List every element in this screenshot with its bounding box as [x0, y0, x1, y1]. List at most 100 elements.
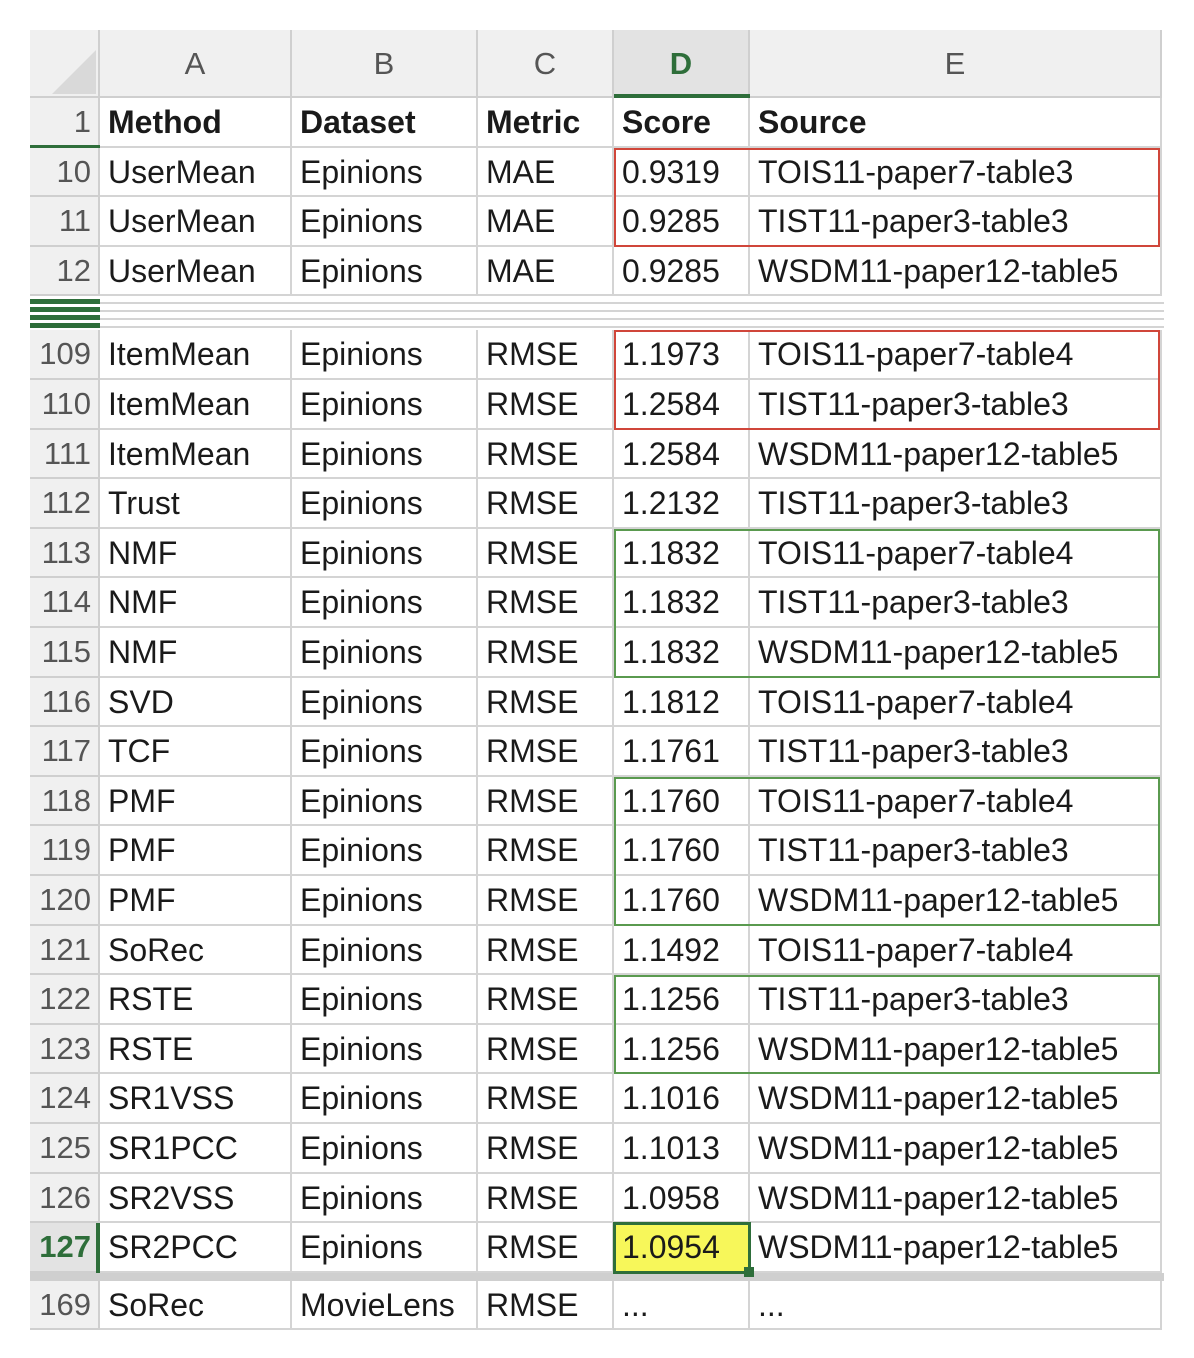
row-header-112[interactable]: 112	[30, 479, 100, 529]
cell-d11[interactable]: 0.9285	[614, 197, 750, 247]
cell-a117[interactable]: TCF	[100, 727, 292, 777]
header-cell-d[interactable]: Score	[614, 98, 750, 148]
cell-a113[interactable]: NMF	[100, 528, 292, 579]
cell-d10[interactable]: 0.9319	[614, 147, 750, 198]
cell-d111[interactable]: 1.2584	[614, 429, 750, 480]
cell-c118[interactable]: RMSE	[478, 776, 614, 827]
cell-b119[interactable]: Epinions	[292, 826, 478, 876]
cell-e127[interactable]: WSDM11-paper12-table5	[750, 1223, 1162, 1273]
cell-e117[interactable]: TIST11-paper3-table3	[750, 727, 1162, 777]
cell-a124[interactable]: SR1VSS	[100, 1074, 292, 1124]
cell-c169[interactable]: RMSE	[478, 1280, 614, 1331]
cell-d123[interactable]: 1.1256	[614, 1024, 750, 1075]
cell-a125[interactable]: SR1PCC	[100, 1124, 292, 1174]
header-cell-c[interactable]: Metric	[478, 98, 614, 148]
cell-b121[interactable]: Epinions	[292, 925, 478, 976]
column-header-c[interactable]: C	[478, 30, 614, 98]
cell-d121[interactable]: 1.1492	[614, 925, 750, 976]
cell-a127[interactable]: SR2PCC	[100, 1223, 292, 1273]
row-header-115[interactable]: 115	[30, 628, 100, 678]
cell-c126[interactable]: RMSE	[478, 1173, 614, 1224]
column-header-b[interactable]: B	[292, 30, 478, 98]
cell-a11[interactable]: UserMean	[100, 197, 292, 247]
row-header-123[interactable]: 123	[30, 1024, 100, 1075]
cell-d124[interactable]: 1.1016	[614, 1074, 750, 1124]
cell-a110[interactable]: ItemMean	[100, 380, 292, 430]
cell-d113[interactable]: 1.1832	[614, 528, 750, 579]
cell-e116[interactable]: TOIS11-paper7-table4	[750, 677, 1162, 728]
cell-c125[interactable]: RMSE	[478, 1124, 614, 1174]
cell-d117[interactable]: 1.1761	[614, 727, 750, 777]
row-header-114[interactable]: 114	[30, 578, 100, 628]
column-header-a[interactable]: A	[100, 30, 292, 98]
cell-e123[interactable]: WSDM11-paper12-table5	[750, 1024, 1162, 1075]
row-header-11[interactable]: 11	[30, 197, 100, 247]
row-header-169[interactable]: 169	[30, 1280, 100, 1331]
cell-d169[interactable]: ...	[614, 1280, 750, 1331]
cell-d112[interactable]: 1.2132	[614, 479, 750, 529]
cell-b120[interactable]: Epinions	[292, 876, 478, 926]
cell-e169[interactable]: ...	[750, 1280, 1162, 1331]
cell-e120[interactable]: WSDM11-paper12-table5	[750, 876, 1162, 926]
cell-e119[interactable]: TIST11-paper3-table3	[750, 826, 1162, 876]
cell-b12[interactable]: Epinions	[292, 246, 478, 297]
cell-e118[interactable]: TOIS11-paper7-table4	[750, 776, 1162, 827]
cell-a169[interactable]: SoRec	[100, 1280, 292, 1331]
cell-c119[interactable]: RMSE	[478, 826, 614, 876]
row-header-1[interactable]: 1	[30, 98, 100, 148]
cell-c121[interactable]: RMSE	[478, 925, 614, 976]
cell-a121[interactable]: SoRec	[100, 925, 292, 976]
cell-b110[interactable]: Epinions	[292, 380, 478, 430]
cell-b118[interactable]: Epinions	[292, 776, 478, 827]
cell-a120[interactable]: PMF	[100, 876, 292, 926]
row-header-109[interactable]: 109	[30, 330, 100, 380]
cell-d119[interactable]: 1.1760	[614, 826, 750, 876]
row-header-125[interactable]: 125	[30, 1124, 100, 1174]
row-header-116[interactable]: 116	[30, 677, 100, 728]
cell-c113[interactable]: RMSE	[478, 528, 614, 579]
cell-d116[interactable]: 1.1812	[614, 677, 750, 728]
row-header-122[interactable]: 122	[30, 975, 100, 1025]
cell-d118[interactable]: 1.1760	[614, 776, 750, 827]
cell-c123[interactable]: RMSE	[478, 1024, 614, 1075]
cell-e115[interactable]: WSDM11-paper12-table5	[750, 628, 1162, 678]
cell-b126[interactable]: Epinions	[292, 1173, 478, 1224]
cell-b169[interactable]: MovieLens	[292, 1280, 478, 1331]
cell-e109[interactable]: TOIS11-paper7-table4	[750, 330, 1162, 380]
cell-a10[interactable]: UserMean	[100, 147, 292, 198]
cell-e113[interactable]: TOIS11-paper7-table4	[750, 528, 1162, 579]
cell-e124[interactable]: WSDM11-paper12-table5	[750, 1074, 1162, 1124]
cell-a109[interactable]: ItemMean	[100, 330, 292, 380]
cell-c10[interactable]: MAE	[478, 147, 614, 198]
cell-c110[interactable]: RMSE	[478, 380, 614, 430]
cell-d110[interactable]: 1.2584	[614, 380, 750, 430]
cell-d109[interactable]: 1.1973	[614, 330, 750, 380]
cell-b10[interactable]: Epinions	[292, 147, 478, 198]
cell-e110[interactable]: TIST11-paper3-table3	[750, 380, 1162, 430]
header-cell-b[interactable]: Dataset	[292, 98, 478, 148]
column-header-e[interactable]: E	[750, 30, 1162, 98]
cell-c124[interactable]: RMSE	[478, 1074, 614, 1124]
row-header-10[interactable]: 10	[30, 147, 100, 198]
cell-c120[interactable]: RMSE	[478, 876, 614, 926]
cell-a118[interactable]: PMF	[100, 776, 292, 827]
cell-c12[interactable]: MAE	[478, 246, 614, 297]
cell-e126[interactable]: WSDM11-paper12-table5	[750, 1173, 1162, 1224]
cell-a12[interactable]: UserMean	[100, 246, 292, 297]
cell-d126[interactable]: 1.0958	[614, 1173, 750, 1224]
cell-c116[interactable]: RMSE	[478, 677, 614, 728]
row-header-12[interactable]: 12	[30, 246, 100, 297]
cell-c127[interactable]: RMSE	[478, 1223, 614, 1273]
cell-e12[interactable]: WSDM11-paper12-table5	[750, 246, 1162, 297]
cell-d114[interactable]: 1.1832	[614, 578, 750, 628]
cell-e114[interactable]: TIST11-paper3-table3	[750, 578, 1162, 628]
row-header-117[interactable]: 117	[30, 727, 100, 777]
cell-a114[interactable]: NMF	[100, 578, 292, 628]
cell-b122[interactable]: Epinions	[292, 975, 478, 1025]
row-header-110[interactable]: 110	[30, 380, 100, 430]
cell-a112[interactable]: Trust	[100, 479, 292, 529]
cell-d127[interactable]: 1.0954	[614, 1223, 750, 1273]
cell-b127[interactable]: Epinions	[292, 1223, 478, 1273]
cell-e112[interactable]: TIST11-paper3-table3	[750, 479, 1162, 529]
